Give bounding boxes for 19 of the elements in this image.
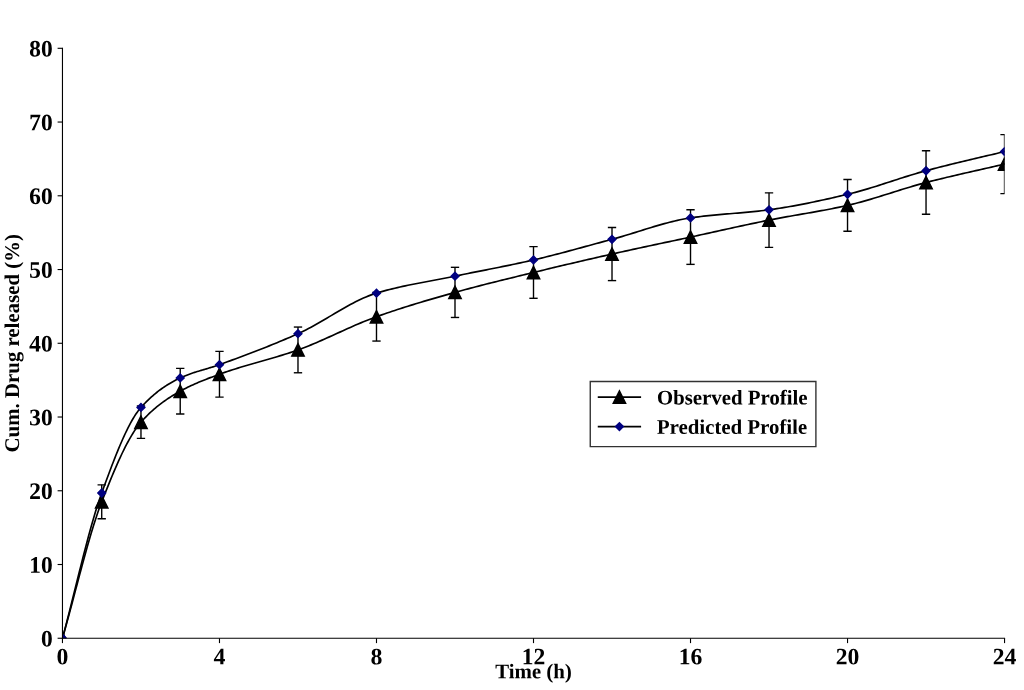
y-axis-title: Cum. Drug released (%) [4,235,24,452]
legend-label: Observed Profile [657,389,808,405]
y-tick-label: 70 [30,114,52,131]
legend-label: Predicted Profile [657,419,807,435]
x-tick-label: 20 [836,648,859,665]
y-tick-label: 20 [30,483,52,500]
x-tick-label: 4 [213,648,225,665]
y-tick-label: 30 [30,409,52,426]
y-tick-label: 80 [29,40,52,57]
y-tick-label: 0 [41,630,52,647]
x-tick-label: 8 [371,648,382,665]
y-tick-label: 40 [29,335,52,352]
x-tick-label: 24 [993,648,1016,665]
x-tick-label: 16 [680,648,702,665]
y-tick-label: 60 [29,188,52,205]
y-tick-label: 10 [31,557,52,573]
y-tick-label: 50 [30,262,52,278]
x-tick-label: 12 [523,648,545,665]
x-tick-label: 0 [57,648,68,665]
